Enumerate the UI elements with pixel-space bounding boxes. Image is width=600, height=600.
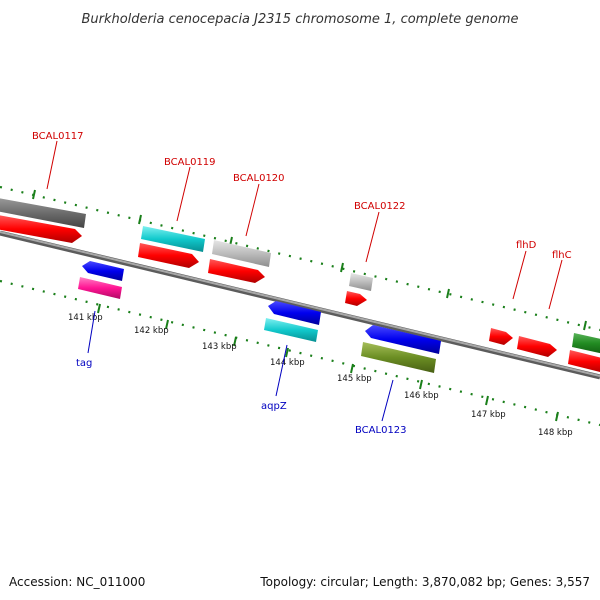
tick-label-146: 146 kbp (404, 391, 439, 401)
leader-bcal0122 (365, 211, 380, 263)
inner-major-tick (165, 319, 169, 330)
tick-label-145: 145 kbp (337, 374, 372, 384)
label-flhc[interactable]: flhC (552, 250, 572, 261)
gene-red-edge[interactable] (568, 350, 600, 373)
inner-major-tick (97, 303, 101, 314)
gene-red-small[interactable] (345, 291, 367, 306)
inner-major-tick (419, 379, 423, 390)
gene-red-mid-1[interactable] (138, 243, 199, 268)
leader-aqpz (275, 344, 288, 397)
tick-labels: 141 kbp 142 kbp 143 kbp 144 kbp 145 kbp … (68, 313, 573, 438)
inner-tick-ring (0, 279, 600, 427)
leader-tag (87, 310, 96, 354)
label-bcal0120[interactable]: BCAL0120 (233, 173, 285, 184)
leader-bcal0119 (176, 166, 191, 222)
label-bcal0119[interactable]: BCAL0119 (164, 157, 216, 168)
tick-label-144: 144 kbp (270, 358, 305, 368)
forward-genes (0, 198, 600, 373)
inner-major-tick (350, 363, 354, 374)
leader-bcal0117 (46, 140, 58, 190)
leader-flhd (512, 250, 527, 300)
label-tag[interactable]: tag (76, 358, 92, 369)
leader-bcal0123 (381, 379, 394, 422)
tick-label-143: 143 kbp (202, 342, 237, 352)
leader-bcal0120 (245, 183, 260, 237)
tick-label-142: 142 kbp (134, 326, 169, 336)
gene-aqpz-blue[interactable] (268, 301, 321, 325)
leader-flhc (548, 259, 563, 310)
gene-bcal0123[interactable] (361, 342, 436, 373)
gene-green-edge[interactable] (572, 333, 600, 354)
tick-label-141: 141 kbp (68, 313, 103, 323)
accession-text: Accession: NC_011000 (9, 575, 145, 589)
gene-aqpz[interactable] (264, 318, 318, 342)
gene-bcal0122[interactable] (349, 273, 373, 291)
tick-label-148: 148 kbp (538, 428, 573, 438)
label-bcal0123[interactable]: BCAL0123 (355, 425, 407, 436)
label-flhd[interactable]: flhD (516, 240, 537, 251)
label-aqpz[interactable]: aqpZ (261, 401, 287, 412)
bottom-gene-labels: tag aqpZ BCAL0123 (76, 310, 407, 436)
inner-major-tick (555, 411, 559, 422)
genome-summary-text: Topology: circular; Length: 3,870,082 bp… (259, 575, 590, 589)
outer-major-tick (138, 214, 142, 225)
outer-major-tick (340, 262, 344, 273)
reverse-genes (78, 261, 441, 373)
outer-major-tick (446, 288, 450, 299)
outer-major-tick (32, 189, 36, 200)
gene-pink[interactable] (78, 277, 122, 299)
tick-label-147: 147 kbp (471, 410, 506, 420)
inner-major-tick (485, 395, 489, 406)
gene-red-mid-2[interactable] (208, 259, 265, 283)
map-title: Burkholderia cenocepacia J2315 chromosom… (81, 12, 518, 27)
gene-bcal0123-blue[interactable] (365, 325, 441, 354)
gene-bcal0117[interactable] (0, 198, 86, 228)
inner-major-tick (285, 347, 289, 358)
label-bcal0117[interactable]: BCAL0117 (32, 131, 84, 142)
label-bcal0122[interactable]: BCAL0122 (354, 201, 406, 212)
outer-major-tick (583, 320, 587, 331)
gene-flhc[interactable] (517, 336, 557, 357)
gene-bcal0120[interactable] (212, 240, 271, 267)
inner-major-tick (233, 336, 237, 347)
gene-tag[interactable] (82, 261, 124, 281)
backbone (0, 230, 600, 380)
gene-red-left[interactable] (0, 215, 82, 243)
gene-flhd[interactable] (489, 328, 513, 345)
top-gene-labels: BCAL0117 BCAL0119 BCAL0120 BCAL0122 flhD… (32, 131, 572, 310)
gene-bcal0119[interactable] (141, 226, 205, 252)
